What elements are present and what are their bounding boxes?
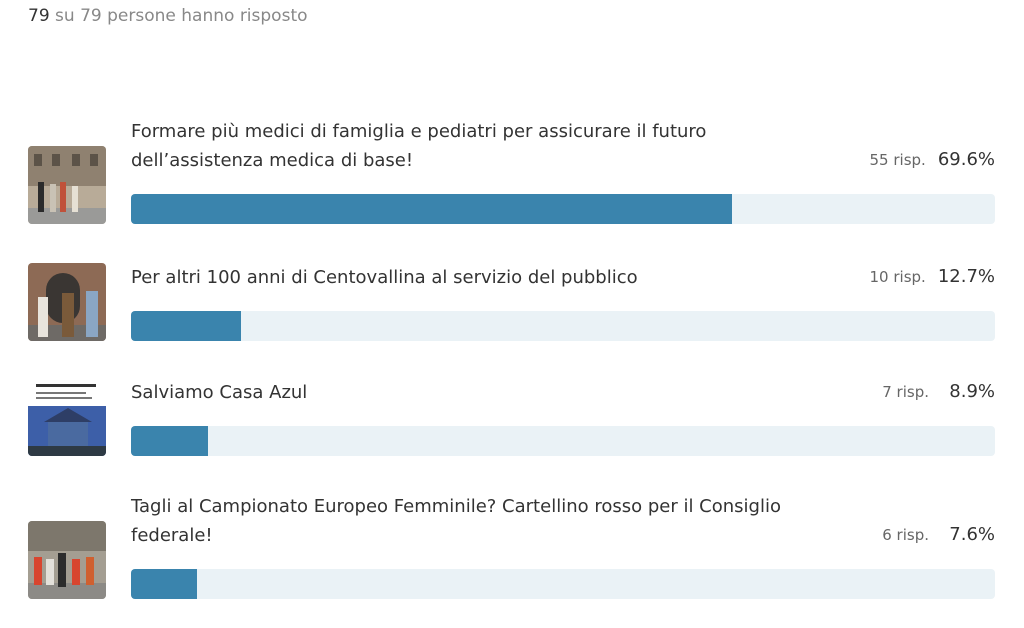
thumbnail: [28, 263, 106, 341]
option-label: Tagli al Campionato Europeo Femminile? C…: [131, 496, 781, 546]
option: Salviamo Casa Azul 7 risp. 8.9%: [28, 377, 995, 456]
percent: 69.6%: [937, 149, 995, 170]
response-count: 7 risp.: [882, 383, 929, 401]
percent: 8.9%: [949, 381, 995, 402]
option-label: Salviamo Casa Azul: [131, 382, 308, 403]
bar: [131, 311, 241, 341]
bar-track: [131, 426, 995, 456]
count-suffix: persone hanno risposto: [107, 6, 308, 26]
bar-track: [131, 569, 995, 599]
bar: [131, 569, 197, 599]
response-count: 10 risp.: [869, 268, 926, 286]
response-count: 6 risp.: [882, 526, 929, 544]
option: Formare più medici di famiglia e pediatr…: [28, 117, 995, 224]
option-label: Per altri 100 anni di Centovallina al se…: [131, 267, 638, 288]
total-count: 79: [80, 6, 102, 26]
thumbnail: [28, 378, 106, 456]
percent: 7.6%: [949, 524, 995, 545]
response-count: 79 su 79 persone hanno risposto: [28, 6, 308, 26]
bar-track: [131, 311, 995, 341]
option: Per altri 100 anni di Centovallina al se…: [28, 262, 995, 341]
bar: [131, 426, 208, 456]
answered-count: 79: [28, 6, 50, 26]
option-label: Formare più medici di famiglia e pediatr…: [131, 121, 707, 171]
thumbnail: [28, 521, 106, 599]
connector: su: [55, 6, 75, 26]
response-count: 55 risp.: [869, 151, 926, 169]
bar: [131, 194, 733, 224]
bar-track: [131, 194, 995, 224]
thumbnail: [28, 146, 106, 224]
percent: 12.7%: [937, 266, 995, 287]
option: Tagli al Campionato Europeo Femminile? C…: [28, 492, 995, 599]
